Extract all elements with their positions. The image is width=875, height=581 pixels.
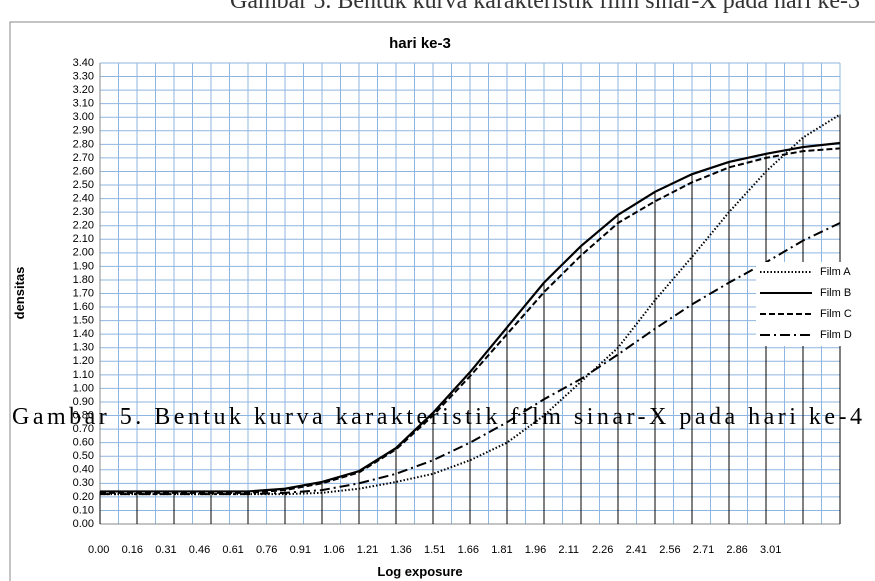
y-tick-label: 2.00 bbox=[73, 247, 94, 259]
y-tick-label: 3.20 bbox=[73, 84, 94, 96]
x-tick-label: 2.11 bbox=[558, 544, 579, 556]
y-tick-label: 0.60 bbox=[73, 437, 94, 449]
y-tick-label: 1.70 bbox=[73, 287, 94, 299]
x-tick-label: 0.46 bbox=[189, 544, 210, 556]
legend-bg bbox=[756, 262, 866, 346]
y-tick-label: 1.30 bbox=[73, 342, 94, 354]
y-tick-label: 1.80 bbox=[73, 274, 94, 286]
y-tick-label: 1.90 bbox=[73, 260, 94, 272]
y-tick-label: 0.90 bbox=[73, 396, 94, 408]
y-tick-label: 2.20 bbox=[73, 220, 94, 232]
y-tick-label: 2.40 bbox=[73, 192, 94, 204]
x-tick-label: 2.26 bbox=[592, 544, 613, 556]
x-tick-label: 2.41 bbox=[626, 544, 647, 556]
y-tick-label: 1.50 bbox=[73, 315, 94, 327]
y-tick-label: 1.10 bbox=[73, 369, 94, 381]
y-tick-label: 0.10 bbox=[73, 504, 94, 516]
y-tick-label: 3.30 bbox=[73, 70, 94, 82]
y-tick-label: 0.40 bbox=[73, 464, 94, 476]
x-axis-label: Log exposure bbox=[377, 564, 462, 579]
y-tick-label: 1.60 bbox=[73, 301, 94, 313]
chart-frame bbox=[9, 21, 875, 581]
x-tick-label: 0.91 bbox=[290, 544, 311, 556]
y-tick-label: 0.00 bbox=[73, 518, 94, 530]
caption: Gambar 5. Bentuk kurva karakteristik fil… bbox=[12, 404, 862, 430]
y-tick-label: 1.40 bbox=[73, 328, 94, 340]
legend-label: Film B bbox=[820, 287, 851, 299]
y-tick-label: 2.90 bbox=[73, 125, 94, 137]
y-tick-label: 1.00 bbox=[73, 382, 94, 394]
legend-label: Film C bbox=[820, 308, 852, 320]
y-tick-label: 3.10 bbox=[73, 98, 94, 110]
series-line bbox=[100, 147, 841, 494]
plot: 0.00 0.100.20 0.300.40 0.500.60 0.70 0.800.90… bbox=[73, 57, 866, 556]
y-tick-label: 0.50 bbox=[73, 450, 94, 462]
chart-title: hari ke-3 bbox=[389, 35, 451, 52]
x-tick-label: 0.76 bbox=[256, 544, 277, 556]
y-tick-label: 2.10 bbox=[73, 233, 94, 245]
y-tick-label: 0.80 bbox=[73, 409, 94, 421]
caption: Gambar 5. Bentuk kurva karakteristik fil… bbox=[230, 0, 860, 14]
x-tick-label: 0.16 bbox=[122, 544, 143, 556]
x-tick-label: 1.51 bbox=[424, 544, 445, 556]
x-tick-label: 2.86 bbox=[726, 544, 747, 556]
series-line bbox=[100, 222, 841, 496]
x-tick-label: 0.00 bbox=[88, 544, 109, 556]
x-tick-label: 0.61 bbox=[222, 544, 243, 556]
y-tick-label: 2.70 bbox=[73, 152, 94, 164]
y-tick-label: 0.20 bbox=[73, 491, 94, 503]
y-tick-label: 3.00 bbox=[73, 111, 94, 123]
y-tick-label: 2.50 bbox=[73, 179, 94, 191]
x-tick-label: 1.81 bbox=[491, 544, 512, 556]
series-line bbox=[100, 141, 841, 493]
x-tick-label: 1.36 bbox=[390, 544, 411, 556]
x-tick-label: 1.96 bbox=[525, 544, 546, 556]
y-axis-label: densitas bbox=[12, 267, 27, 320]
x-tick-label: 2.56 bbox=[659, 544, 680, 556]
x-tick-label: 1.66 bbox=[458, 544, 479, 556]
y-tick-label: 0.30 bbox=[73, 477, 94, 489]
legend-label: Film A bbox=[820, 266, 851, 278]
x-tick-label: 0.31 bbox=[155, 544, 176, 556]
y-tick-label: 2.30 bbox=[73, 206, 94, 218]
y-tick-label: 3.40 bbox=[73, 57, 94, 69]
x-tick-label: 1.21 bbox=[357, 544, 378, 556]
y-tick-label: 0.70 bbox=[73, 423, 94, 435]
x-tick-label: 2.71 bbox=[693, 544, 714, 556]
y-tick-label: 2.80 bbox=[73, 138, 94, 150]
y-tick-label: 2.60 bbox=[73, 165, 94, 177]
x-tick-label: 3.01 bbox=[760, 544, 781, 556]
y-tick-label: 1.20 bbox=[73, 355, 94, 367]
x-tick-label: 1.06 bbox=[323, 544, 344, 556]
legend-label: Film D bbox=[820, 329, 852, 341]
